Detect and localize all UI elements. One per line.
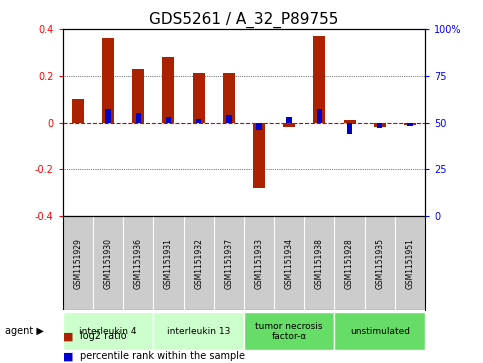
Bar	[283, 122, 295, 127]
Bar	[223, 73, 235, 122]
Text: interleukin 4: interleukin 4	[79, 327, 137, 336]
Text: GSM1151938: GSM1151938	[315, 238, 324, 289]
Bar	[407, 122, 412, 126]
Bar	[343, 120, 355, 122]
Text: GSM1151951: GSM1151951	[405, 238, 414, 289]
Bar	[317, 109, 322, 122]
Text: GSM1151934: GSM1151934	[284, 238, 294, 289]
Bar	[196, 119, 201, 122]
Text: GSM1151929: GSM1151929	[73, 238, 83, 289]
Bar	[166, 117, 171, 122]
Text: ■: ■	[63, 351, 73, 361]
Text: interleukin 13: interleukin 13	[167, 327, 230, 336]
Text: GSM1151931: GSM1151931	[164, 238, 173, 289]
Bar	[132, 69, 144, 122]
Bar	[404, 122, 416, 125]
Bar	[193, 73, 205, 122]
Bar	[102, 38, 114, 122]
Text: GSM1151936: GSM1151936	[134, 238, 143, 289]
Text: GSM1151933: GSM1151933	[255, 238, 264, 289]
Bar	[72, 99, 84, 122]
Text: percentile rank within the sample: percentile rank within the sample	[80, 351, 245, 361]
Bar	[253, 122, 265, 188]
Text: log2 ratio: log2 ratio	[80, 331, 127, 341]
Title: GDS5261 / A_32_P89755: GDS5261 / A_32_P89755	[149, 12, 339, 28]
Bar	[347, 122, 352, 134]
Bar	[334, 313, 425, 350]
Text: unstimulated: unstimulated	[350, 327, 410, 336]
Bar	[63, 313, 154, 350]
Text: GSM1151928: GSM1151928	[345, 238, 354, 289]
Text: ■: ■	[63, 331, 73, 341]
Text: GSM1151930: GSM1151930	[103, 238, 113, 289]
Text: GSM1151937: GSM1151937	[224, 238, 233, 289]
Bar	[256, 122, 262, 130]
Bar	[136, 113, 141, 122]
Bar	[374, 122, 386, 127]
Bar	[313, 36, 326, 122]
Text: agent ▶: agent ▶	[5, 326, 43, 336]
Text: GSM1151935: GSM1151935	[375, 238, 384, 289]
Bar	[244, 313, 334, 350]
Bar	[105, 109, 111, 122]
Bar	[286, 117, 292, 122]
Bar	[162, 57, 174, 122]
Bar	[154, 313, 244, 350]
Bar	[377, 122, 383, 128]
Text: tumor necrosis
factor-α: tumor necrosis factor-α	[256, 322, 323, 341]
Text: GSM1151932: GSM1151932	[194, 238, 203, 289]
Bar	[226, 115, 231, 122]
